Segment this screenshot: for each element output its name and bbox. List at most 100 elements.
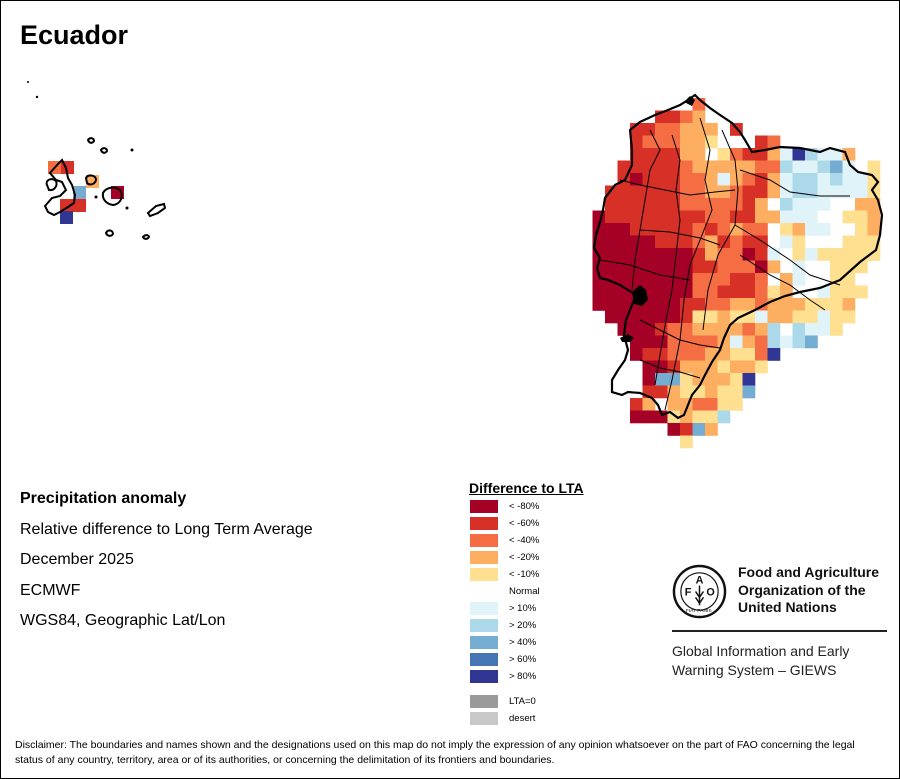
anomaly-cell — [855, 210, 868, 224]
islet-pinta — [130, 148, 134, 152]
province-boundary — [639, 319, 721, 349]
anomaly-cell — [830, 185, 843, 199]
anomaly-cell — [605, 298, 618, 311]
anomaly-cell — [742, 335, 756, 349]
anomaly-cell — [792, 248, 806, 261]
anomaly-cell — [842, 285, 856, 299]
anomaly-cell — [680, 123, 693, 136]
anomaly-cell — [655, 335, 668, 349]
legend-item: > 20% — [469, 619, 584, 636]
anomaly-cell — [717, 385, 731, 399]
legend-item: desert — [469, 712, 584, 729]
guayas-gulf-landmass — [632, 285, 648, 306]
anomaly-cell — [642, 123, 656, 136]
anomaly-cell — [705, 335, 718, 349]
islet-wolf — [35, 95, 39, 99]
anomaly-cell — [767, 185, 781, 199]
anomaly-cell — [805, 298, 818, 311]
anomaly-cell — [705, 135, 718, 149]
anomaly-cell — [767, 135, 781, 149]
anomaly-cell — [792, 160, 806, 174]
anomaly-cell — [617, 273, 631, 286]
anomaly-cell — [855, 235, 868, 249]
anomaly-cell — [705, 173, 718, 186]
anomaly-cell — [592, 273, 606, 286]
anomaly-cell — [742, 323, 756, 336]
anomaly-cell — [780, 173, 793, 186]
anomaly-cell — [805, 173, 818, 186]
anomaly-cell — [655, 298, 668, 311]
legend-swatch — [470, 670, 498, 683]
legend-item: > 60% — [469, 653, 584, 670]
legend-title: Difference to LTA — [469, 480, 584, 496]
anomaly-cell — [717, 298, 731, 311]
legend-item: Normal — [469, 585, 584, 602]
anomaly-cell — [767, 210, 781, 224]
anomaly-cell — [667, 323, 681, 336]
galapagos-islets — [27, 81, 134, 210]
province-boundaries — [599, 117, 850, 411]
anomaly-cell — [680, 160, 693, 174]
anomaly-cell — [667, 110, 681, 124]
anomaly-cell — [655, 385, 668, 399]
legend-label: > 20% — [509, 620, 537, 631]
anomaly-cell — [730, 360, 743, 374]
anomaly-cell — [742, 360, 756, 374]
legend-swatch — [470, 551, 498, 564]
anomaly-cell — [867, 210, 881, 224]
anomaly-cell — [867, 248, 881, 261]
anomaly-cell — [692, 260, 706, 274]
anomaly-cell — [755, 235, 768, 249]
anomaly-cell — [680, 323, 693, 336]
anomaly-cell — [692, 185, 706, 199]
anomaly-cell — [730, 173, 743, 186]
anomaly-cell — [667, 248, 681, 261]
anomaly-cell — [755, 248, 768, 261]
anomaly-cell — [592, 285, 606, 299]
anomaly-cell — [780, 298, 793, 311]
anomaly-cell — [805, 160, 818, 174]
province-boundary — [654, 134, 681, 386]
anomaly-cell — [605, 223, 618, 236]
legend: Difference to LTA < -80% < -60% < -40% < -2… — [469, 480, 584, 729]
anomaly-cell — [655, 173, 668, 186]
anomaly-cell — [692, 210, 706, 224]
anomaly-cell — [842, 185, 856, 199]
province-boundary — [631, 129, 661, 291]
info-heading: Precipitation anomaly — [20, 490, 187, 507]
fao-name-line: Organization of the — [738, 581, 866, 598]
anomaly-cell — [667, 273, 681, 286]
anomaly-cell — [705, 385, 718, 399]
anomaly-cell — [667, 385, 681, 399]
anomaly-cell — [717, 223, 731, 236]
map-title: Ecuador — [20, 20, 129, 50]
anomaly-cell — [767, 148, 781, 161]
anomaly-cell — [655, 123, 668, 136]
island-san-cristobal — [146, 202, 167, 218]
anomaly-cell — [630, 235, 643, 249]
anomaly-cell — [805, 248, 818, 261]
wheat-ear-icon — [694, 585, 705, 606]
anomaly-cell — [73, 186, 86, 199]
anomaly-cell — [642, 335, 656, 349]
anomaly-cell — [692, 348, 706, 361]
anomaly-cell — [717, 210, 731, 224]
anomaly-cell — [730, 348, 743, 361]
anomaly-cell — [667, 160, 681, 174]
anomaly-cell — [792, 148, 806, 161]
anomaly-cell — [692, 360, 706, 374]
anomaly-cell — [605, 260, 618, 274]
anomaly-cell — [605, 248, 618, 261]
anomaly-cell — [592, 298, 606, 311]
anomaly-cell — [767, 160, 781, 174]
anomaly-cell — [705, 298, 718, 311]
anomaly-cell — [605, 235, 618, 249]
anomaly-cell — [767, 248, 781, 261]
anomaly-cell — [717, 410, 731, 424]
fao-logo-icon: F A O FIAT PANIS — [672, 564, 727, 619]
anomaly-cell — [617, 198, 631, 211]
anomaly-cell — [642, 210, 656, 224]
anomaly-cell — [630, 135, 643, 149]
anomaly-cell — [642, 410, 656, 424]
map-info-panel: Precipitation anomaly Relative differenc… — [20, 484, 313, 637]
